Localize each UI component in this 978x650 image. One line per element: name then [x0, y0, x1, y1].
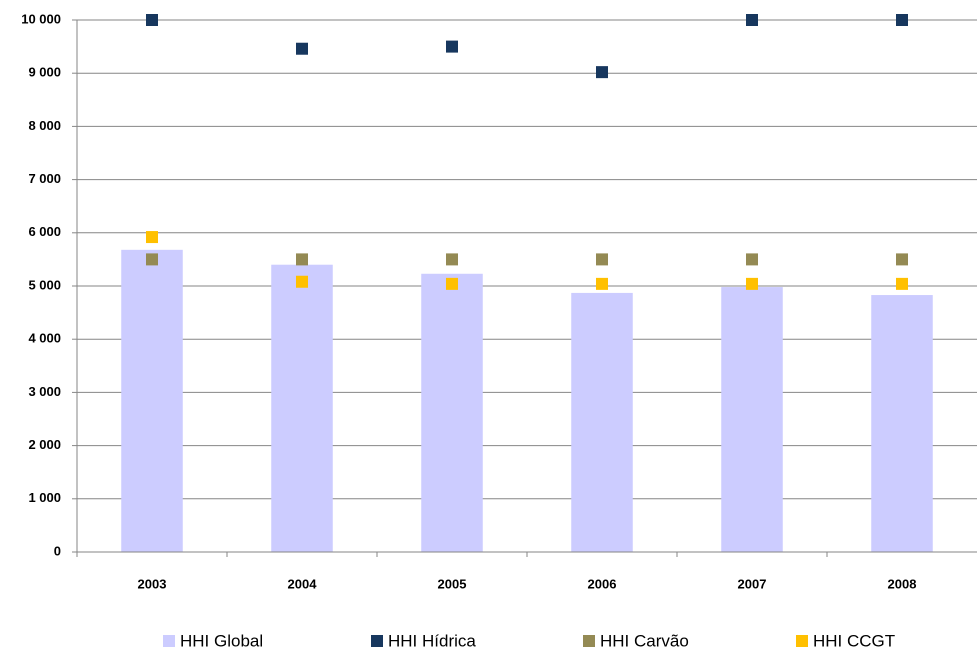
y-tick-label: 4 000 — [28, 331, 61, 346]
bar — [421, 273, 483, 552]
y-tick-label: 6 000 — [28, 224, 61, 239]
legend-swatch — [583, 635, 595, 647]
legend-swatch — [163, 635, 175, 647]
bar — [271, 264, 333, 552]
y-tick-label: 7 000 — [28, 171, 61, 186]
y-tick-label: 0 — [54, 543, 61, 558]
y-tick-label: 10 000 — [21, 11, 61, 26]
bar — [121, 249, 183, 552]
bar — [721, 287, 783, 552]
marker — [296, 253, 308, 266]
y-tick-label: 5 000 — [28, 277, 61, 292]
legend-label: HHI Global — [180, 631, 263, 650]
y-tick-label: 8 000 — [28, 118, 61, 133]
bar — [571, 292, 633, 552]
marker — [896, 253, 908, 266]
marker — [296, 42, 308, 55]
marker — [446, 277, 458, 290]
legend-swatch — [796, 635, 808, 647]
x-tick-label: 2004 — [288, 576, 318, 591]
legend-label: HHI CCGT — [813, 631, 895, 650]
marker — [446, 253, 458, 266]
marker — [746, 253, 758, 266]
legend-swatch — [371, 635, 383, 647]
marker — [596, 66, 608, 79]
x-tick-label: 2005 — [438, 576, 467, 591]
y-tick-label: 2 000 — [28, 437, 61, 452]
marker — [896, 14, 908, 26]
x-tick-label: 2006 — [588, 576, 617, 591]
marker — [746, 277, 758, 290]
y-tick-label: 1 000 — [28, 490, 61, 505]
legend-label: HHI Carvão — [600, 631, 689, 650]
bar — [871, 295, 933, 552]
marker — [896, 277, 908, 290]
marker — [596, 277, 608, 290]
y-tick-label: 3 000 — [28, 384, 61, 399]
x-tick-label: 2008 — [888, 576, 917, 591]
marker — [146, 14, 158, 26]
legend-label: HHI Hídrica — [388, 631, 476, 650]
marker — [446, 40, 458, 53]
y-tick-label: 9 000 — [28, 65, 61, 80]
marker — [146, 231, 158, 244]
marker — [146, 253, 158, 266]
marker — [596, 253, 608, 266]
marker — [746, 14, 758, 26]
x-tick-label: 2003 — [138, 576, 167, 591]
x-tick-label: 2007 — [738, 576, 767, 591]
marker — [296, 275, 308, 288]
